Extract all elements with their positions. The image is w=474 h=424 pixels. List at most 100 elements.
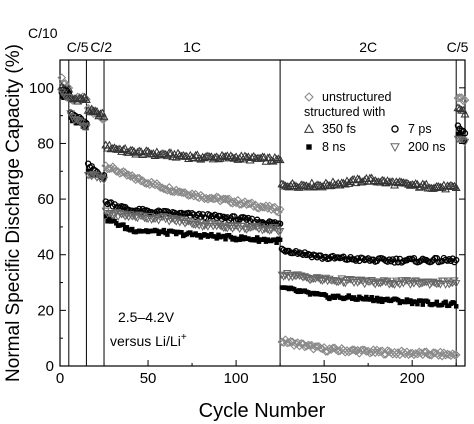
- data-point-triangle-down: [325, 275, 334, 284]
- data-point-triangle-up: [94, 111, 104, 120]
- data-point-triangle-up: [161, 149, 171, 158]
- data-point-triangle-down: [82, 124, 91, 132]
- data-point-triangle-down: [247, 223, 257, 232]
- reference-annotation: versus Li/Li+: [110, 332, 187, 349]
- data-point-triangle-up: [376, 177, 385, 186]
- data-point-triangle-down: [353, 279, 362, 287]
- data-point-triangle-up: [270, 152, 280, 161]
- data-point-triangle-up: [87, 104, 97, 113]
- data-point-triangle-up: [377, 175, 387, 184]
- data-point-triangle-down: [245, 224, 255, 233]
- data-point-diamond: [266, 205, 276, 214]
- data-point-triangle-down: [64, 93, 74, 102]
- data-point-diamond: [310, 342, 320, 351]
- data-point-triangle-down: [73, 117, 82, 125]
- data-point-triangle-down: [305, 276, 315, 285]
- data-point-diamond: [240, 197, 250, 207]
- data-point-circle: [387, 257, 395, 265]
- data-point-triangle-down: [161, 215, 170, 224]
- data-point-diamond: [140, 178, 149, 188]
- data-point-triangle-down: [451, 280, 461, 288]
- data-point-triangle-up: [210, 152, 220, 161]
- data-point-square-filled: [420, 302, 425, 307]
- data-point-diamond: [317, 344, 327, 354]
- data-point-diamond: [184, 191, 193, 200]
- rate-label-3: 1C: [183, 39, 201, 55]
- data-point-triangle-down: [393, 279, 403, 288]
- data-point-triangle-down: [388, 280, 398, 289]
- data-point-diamond: [409, 350, 419, 360]
- data-point-triangle-down: [337, 275, 346, 284]
- data-point-diamond: [450, 350, 459, 360]
- data-point-triangle-down: [170, 216, 179, 225]
- data-point-diamond: [258, 202, 267, 212]
- data-point-triangle-down: [407, 278, 417, 287]
- y-tick-label-4: 80: [37, 135, 54, 152]
- data-point-diamond: [161, 185, 171, 194]
- data-point-triangle-up: [339, 178, 348, 187]
- data-point-diamond: [369, 345, 378, 355]
- data-point-triangle-up: [430, 183, 440, 192]
- data-point-triangle-down: [416, 280, 426, 288]
- data-point-triangle-up: [194, 153, 204, 162]
- data-point-triangle-down: [376, 279, 385, 288]
- data-point-diamond: [210, 194, 220, 204]
- data-point-circle: [452, 256, 460, 264]
- data-point-diamond: [323, 346, 333, 356]
- data-point-triangle-up: [353, 174, 363, 183]
- data-point-square-filled: [223, 236, 228, 242]
- data-point-triangle-up: [81, 95, 91, 104]
- data-point-triangle-down: [147, 216, 156, 224]
- data-point-triangle-up: [275, 155, 285, 164]
- data-point-triangle-down: [460, 138, 470, 147]
- data-point-triangle-up: [212, 152, 222, 161]
- data-point-triangle-down: [75, 117, 84, 126]
- y-axis-title: Normal Specific Discharge Capacity (%): [3, 44, 24, 382]
- data-point-diamond: [289, 341, 299, 350]
- data-point-triangle-up: [407, 179, 417, 188]
- data-point-diamond: [177, 188, 186, 197]
- series-triangle-down: [57, 88, 470, 290]
- data-point-triangle-up: [217, 150, 227, 159]
- data-point-triangle-down: [333, 278, 343, 287]
- data-point-triangle-down: [402, 277, 412, 285]
- data-point-diamond: [420, 347, 429, 357]
- data-point-triangle-up: [314, 180, 324, 189]
- legend-label-triangle-down: 200 ns: [408, 140, 446, 154]
- data-point-square-filled: [121, 222, 126, 227]
- data-point-diamond: [173, 187, 183, 197]
- data-point-diamond: [298, 339, 308, 349]
- data-point-diamond: [309, 344, 318, 354]
- data-point-triangle-up: [99, 112, 109, 121]
- data-point-diamond: [316, 343, 325, 353]
- data-point-diamond: [303, 340, 313, 350]
- data-point-triangle-up: [96, 109, 105, 118]
- data-point-triangle-up: [451, 182, 461, 191]
- data-point-diamond: [228, 198, 237, 208]
- data-point-diamond: [413, 349, 422, 359]
- axis-ticks: 0 50 100 150 200 0 20 40 60 80 100: [29, 80, 465, 387]
- data-point-diamond: [453, 93, 463, 103]
- data-point-diamond: [458, 96, 468, 106]
- legend-label-triangle-up: 350 fs: [322, 122, 356, 136]
- data-point-triangle-down: [386, 280, 396, 288]
- data-point-triangle-down: [367, 277, 376, 285]
- data-point-triangle-down: [288, 273, 297, 282]
- data-point-triangle-up: [289, 180, 299, 189]
- data-point-triangle-down: [282, 269, 292, 278]
- data-point-triangle-down: [279, 273, 288, 281]
- data-point-triangle-up: [256, 153, 266, 162]
- voltage-annotation: 2.5–4.2V: [118, 309, 175, 325]
- data-point-diamond: [335, 346, 345, 356]
- data-point-diamond: [451, 350, 461, 360]
- data-point-circle: [428, 258, 435, 265]
- data-point-triangle-down: [57, 88, 67, 97]
- x-tick-label-2: 100: [224, 370, 249, 387]
- data-point-triangle-down: [381, 278, 391, 287]
- data-point-diamond: [273, 207, 283, 217]
- data-point-diamond: [457, 93, 466, 102]
- data-point-triangle-up: [455, 104, 465, 113]
